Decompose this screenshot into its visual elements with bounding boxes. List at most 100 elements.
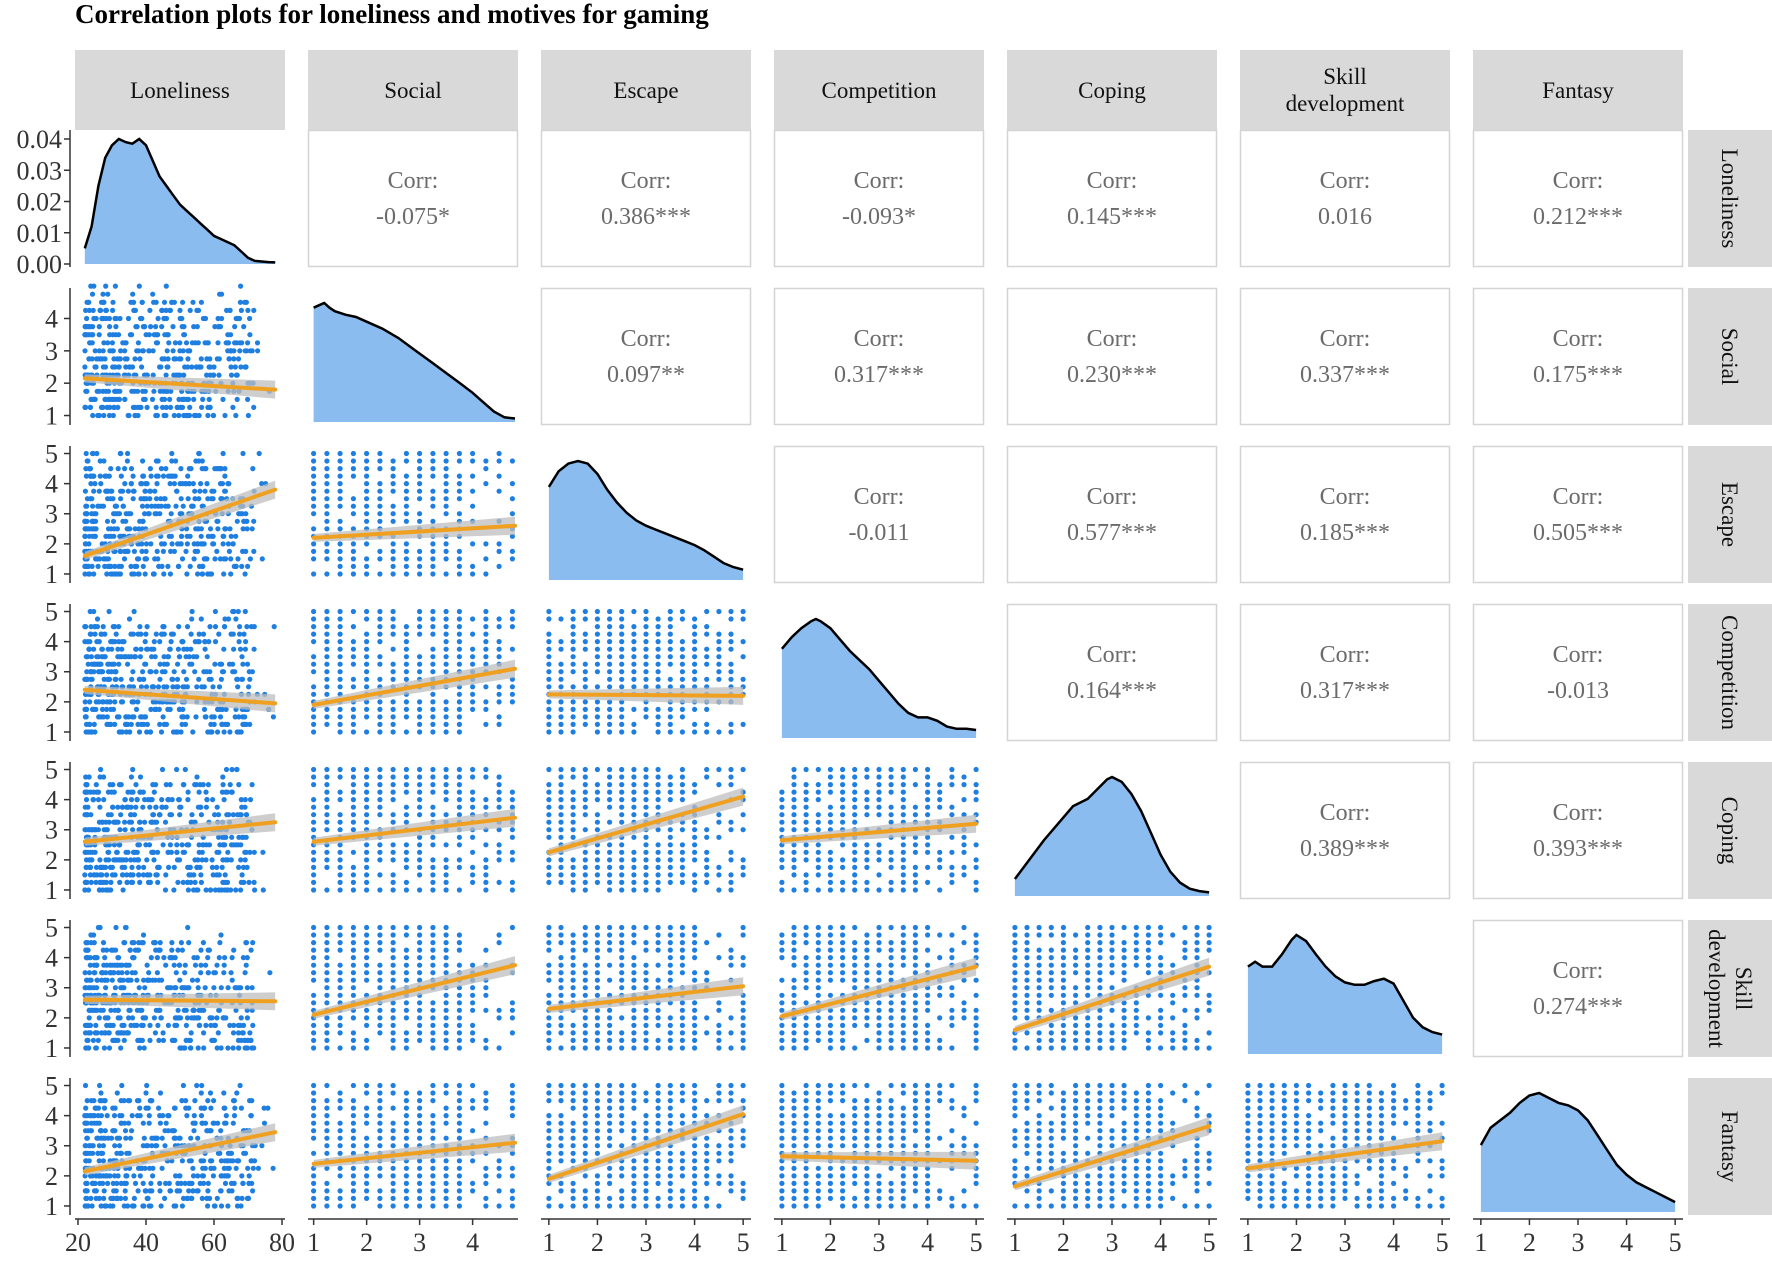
scatter-point — [864, 1015, 870, 1021]
corr-panel-escape-skill-development: Corr:0.185*** — [1239, 445, 1451, 584]
scatter-point — [231, 1022, 237, 1028]
scatter-point — [667, 1030, 673, 1036]
scatter-point — [83, 1045, 89, 1051]
scatter-point — [509, 834, 515, 840]
scatter-point — [483, 1045, 489, 1051]
scatter-point — [182, 364, 188, 370]
scatter-point — [247, 676, 253, 682]
scatter-point — [852, 766, 858, 773]
scatter-point — [150, 812, 156, 818]
scatter-point — [88, 977, 94, 983]
scatter-point — [1048, 970, 1054, 976]
scatter-point — [430, 1045, 436, 1051]
scatter-point — [146, 348, 152, 354]
scatter-point — [582, 985, 588, 991]
scatter-point — [350, 789, 356, 795]
scatter-point — [815, 992, 821, 998]
scatter-point — [390, 548, 396, 555]
scatter-point — [1060, 992, 1066, 998]
scatter-point — [619, 669, 625, 675]
scatter-point — [364, 955, 370, 961]
scatter-point — [443, 646, 449, 652]
scatter-point — [96, 488, 102, 494]
scatter-point — [443, 450, 449, 457]
scatter-point — [925, 1022, 931, 1028]
scatter-point — [209, 488, 215, 494]
scatter-point — [803, 1030, 809, 1036]
scatter-point — [84, 676, 90, 682]
scatter-point — [728, 766, 734, 773]
scatter-point — [594, 1045, 601, 1051]
scatter-point — [311, 849, 317, 855]
scatter-point — [692, 1037, 698, 1043]
scatter-point — [900, 992, 906, 998]
scatter-point — [337, 721, 343, 728]
scatter-point — [115, 1007, 121, 1013]
scatter-point — [337, 827, 343, 833]
scatter-point — [791, 766, 797, 773]
scatter-point — [1024, 1007, 1030, 1013]
scatter-point — [973, 1030, 979, 1036]
scatter-point — [1182, 947, 1188, 953]
scatter-point — [1194, 924, 1200, 931]
scatter-point — [82, 526, 88, 532]
scatter-point — [337, 962, 343, 968]
scatter-point — [237, 631, 243, 637]
scatter-point — [619, 797, 625, 803]
scatter-point — [888, 819, 894, 825]
corr-label: Corr: — [1320, 484, 1371, 510]
scatter-point — [135, 947, 142, 953]
scatter-point — [377, 624, 383, 630]
scatter-point — [864, 789, 870, 795]
scatter-point — [643, 834, 649, 840]
scatter-point — [417, 804, 423, 810]
scatter-point — [619, 1037, 625, 1043]
scatter-point — [230, 1030, 237, 1036]
scatter-point — [118, 1045, 124, 1051]
scatter-point — [443, 1030, 449, 1036]
scatter-point — [443, 940, 449, 946]
scatter-point — [85, 299, 91, 305]
corr-value: 0.577*** — [1067, 520, 1157, 546]
scatter-point — [97, 661, 103, 667]
scatter-point — [150, 782, 156, 788]
scatter-point — [888, 924, 894, 931]
scatter-point — [679, 774, 686, 780]
scatter-point — [337, 631, 343, 637]
scatter-point — [679, 1007, 686, 1013]
row-strip-label-escape: Escape — [1717, 482, 1742, 547]
scatter-point — [546, 947, 552, 953]
scatter-point — [83, 473, 89, 479]
scatter-point — [377, 608, 383, 615]
scatter-point — [350, 849, 356, 855]
scatter-point — [619, 879, 625, 886]
scatter-point — [377, 849, 383, 855]
fit-line — [311, 963, 517, 1017]
scatter-point — [631, 669, 637, 675]
scatter-point — [1060, 977, 1066, 983]
scatter-point — [791, 804, 797, 810]
scatter-point — [655, 879, 661, 886]
scatter-point — [888, 879, 894, 886]
scatter-point — [324, 864, 330, 871]
scatter-point — [779, 849, 785, 855]
scatter-point — [311, 511, 317, 517]
scatter-point — [643, 857, 649, 863]
scatter-point — [704, 706, 710, 713]
column-strip-social — [308, 50, 518, 130]
scatter-point — [390, 624, 396, 630]
scatter-point — [89, 496, 95, 502]
scatter-panel-coping-vs-escape — [546, 766, 746, 893]
scatter-point — [631, 1015, 637, 1021]
scatter-point — [1206, 1030, 1212, 1036]
scatter-point — [430, 488, 436, 494]
scatter-point — [162, 819, 169, 825]
scatter-point — [118, 812, 124, 818]
scatter-point — [364, 556, 370, 562]
scatter-point — [876, 1045, 882, 1051]
scatter-point — [961, 849, 967, 855]
scatter-point — [165, 563, 171, 570]
scatter-point — [1194, 1015, 1200, 1021]
scatter-point — [100, 348, 106, 354]
